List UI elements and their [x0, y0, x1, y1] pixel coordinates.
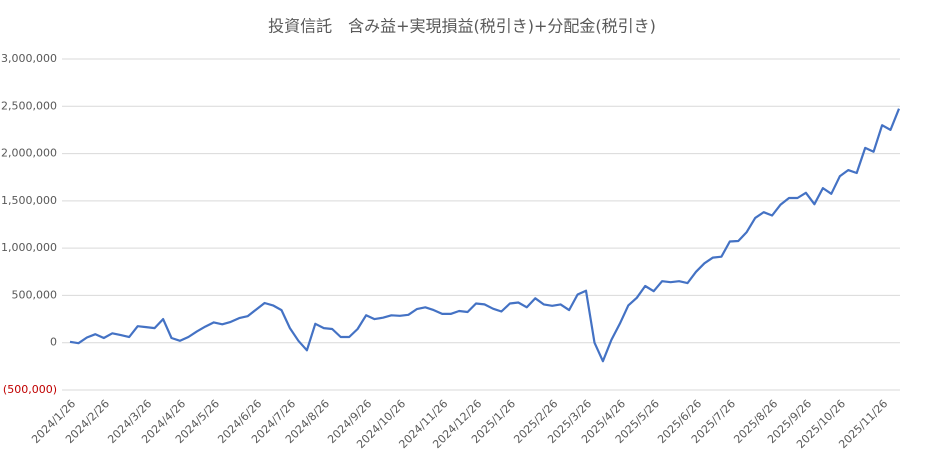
y-tick-label: 500,000: [12, 288, 58, 301]
data-line: [69, 108, 901, 363]
y-tick-label: 1,500,000: [1, 194, 57, 207]
y-tick-label: 1,000,000: [1, 241, 57, 254]
y-tick-label: 2,000,000: [1, 147, 57, 160]
y-tick-label: 2,500,000: [1, 99, 57, 112]
y-tick-label: 0: [50, 336, 57, 349]
y-tick-label: (500,000): [3, 383, 57, 396]
chart-title: 投資信託 含み益+実現損益(税引き)+分配金(税引き): [268, 17, 656, 36]
y-tick-label: 3,000,000: [1, 52, 57, 65]
